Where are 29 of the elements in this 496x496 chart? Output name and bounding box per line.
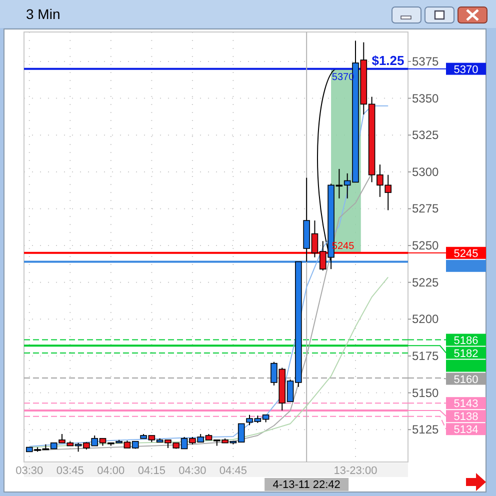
- x-tick-label: 04:30: [178, 465, 206, 477]
- y-tick-label: 5200: [412, 312, 440, 326]
- x-tick-label: 04:45: [219, 465, 247, 477]
- text: 4-13-11 22:42: [272, 479, 340, 491]
- y-tick-label: 5150: [412, 386, 440, 400]
- chart-title: 3 Min: [26, 6, 60, 22]
- annotation: $1.25: [372, 52, 404, 68]
- ref-line-label: 5370: [454, 64, 478, 76]
- ref-line-label: 5182: [454, 348, 478, 360]
- y-tick-label: 5350: [412, 91, 440, 106]
- ref-line-label: 5138: [454, 411, 478, 424]
- legend-label: 5134: [454, 424, 478, 436]
- ref-line-label: 5143: [454, 398, 478, 410]
- x-tick-label: 13-23:00: [334, 465, 378, 477]
- y-tick-label: 5275: [412, 202, 440, 216]
- ref-line-label: 5186: [454, 334, 478, 347]
- x-tick-label: 04:00: [97, 465, 125, 477]
- ref-line-label: 5245: [454, 248, 478, 260]
- ref-line-label: 5160: [454, 374, 478, 386]
- x-tick-label: 04:15: [138, 465, 166, 477]
- y-tick-label: 5225: [412, 275, 440, 290]
- y-tick-label: 5175: [412, 348, 440, 363]
- y-tick-label: 5300: [412, 164, 440, 179]
- y-tick-label: 5325: [412, 128, 440, 142]
- y-tick-label: 5125: [412, 422, 440, 437]
- x-tick-label: 03:45: [56, 465, 84, 477]
- y-tick-label: 5375: [412, 54, 440, 68]
- x-tick-label: 03:30: [16, 465, 44, 477]
- y-tick-label: 5250: [412, 238, 440, 253]
